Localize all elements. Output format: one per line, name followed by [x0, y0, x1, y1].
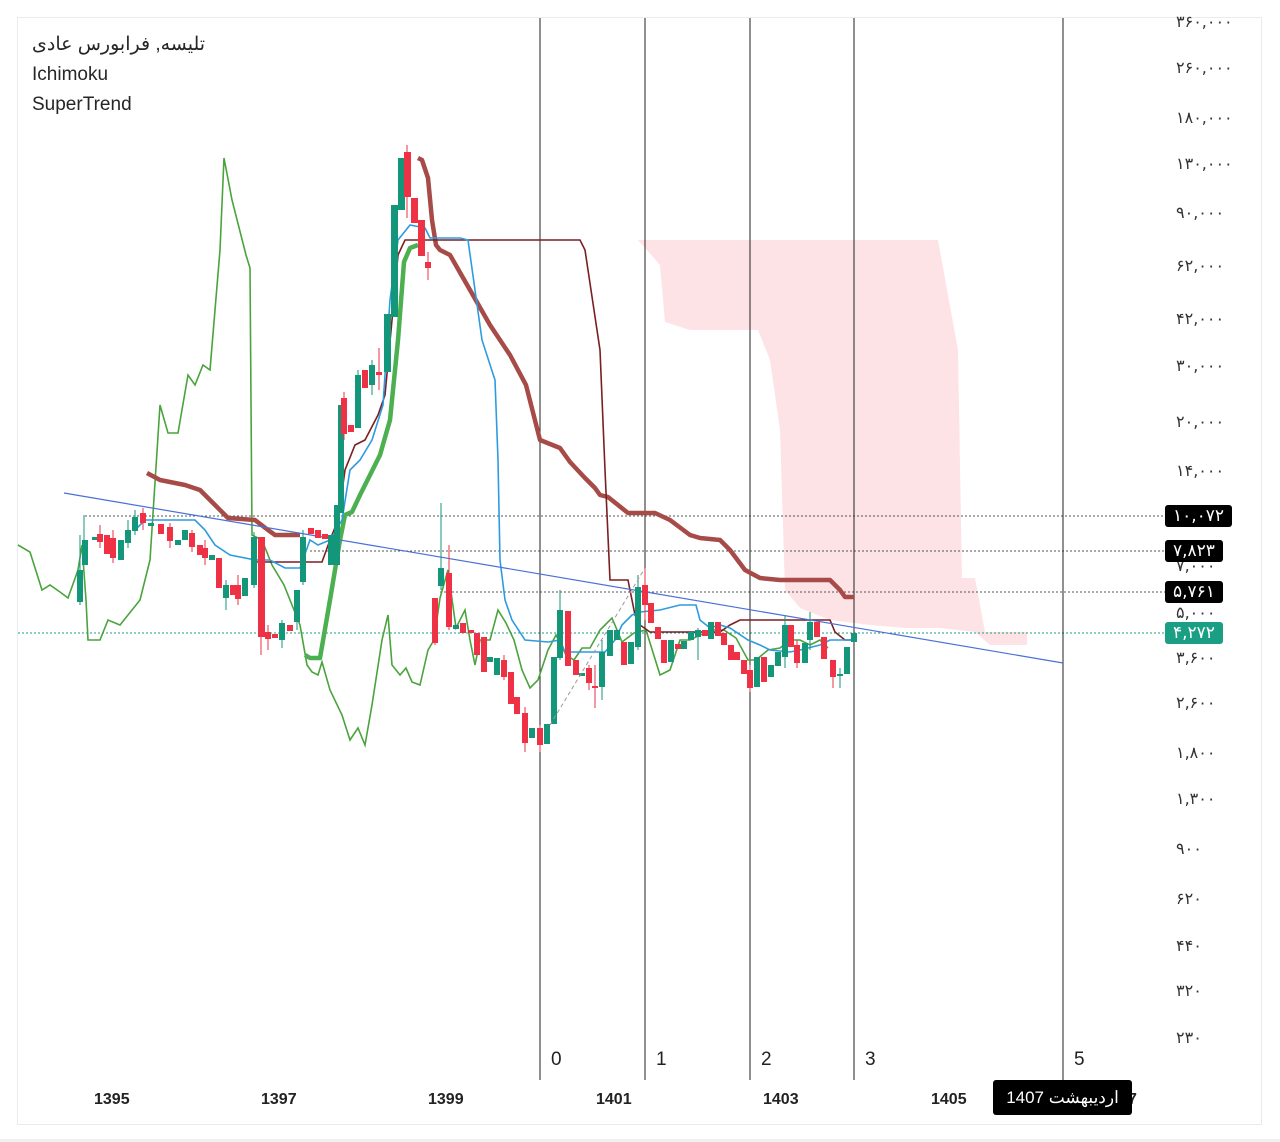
- y-tick: ۶۲,۰۰۰: [1176, 256, 1225, 275]
- trendline[interactable]: [63, 492, 1064, 664]
- y-tick: ۱۴,۰۰۰: [1176, 461, 1225, 480]
- fib-zone-label-3: 3: [865, 1049, 876, 1070]
- y-tick: ۹۰۰: [1176, 839, 1202, 858]
- y-tick: ۱,۳۰۰: [1176, 789, 1216, 808]
- y-tick: ۲,۶۰۰: [1176, 693, 1216, 712]
- y-tick: ۶۲۰: [1176, 889, 1202, 908]
- chart-panel[interactable]: [17, 17, 1262, 1125]
- x-tick: 1401: [596, 1091, 632, 1108]
- price-tag-level-2: ۷,۸۲۳: [1165, 540, 1223, 562]
- candlesticks: [77, 145, 857, 752]
- x-tick: 1397: [261, 1091, 297, 1108]
- y-tick: ۱,۸۰۰: [1176, 743, 1216, 762]
- y-tick: ۳۶۰,۰۰۰: [1176, 12, 1233, 31]
- fib-zone-label-5: 5: [1074, 1049, 1085, 1070]
- supertrend-down-segment-1: [145, 471, 300, 538]
- chart-legend: تلیسه, فرابورس عادی Ichimoku SuperTrend: [32, 30, 205, 120]
- legend-indicator-supertrend[interactable]: SuperTrend: [32, 94, 132, 115]
- x-tick: 1399: [428, 1091, 464, 1108]
- y-tick: ۲۰,۰۰۰: [1176, 412, 1225, 431]
- legend-symbol[interactable]: تلیسه, فرابورس عادی: [32, 34, 206, 55]
- x-tick: 1403: [763, 1091, 799, 1108]
- fib-dashed-trend: [549, 567, 646, 726]
- y-tick: ۱۳۰,۰۰۰: [1176, 154, 1233, 173]
- ichimoku-cloud: [638, 240, 1027, 645]
- y-tick: ۲۶۰,۰۰۰: [1176, 58, 1233, 77]
- y-tick: ۴۴۰: [1176, 936, 1202, 955]
- bottom-divider: [0, 1139, 1280, 1142]
- fib-zone-label-0: 0: [551, 1049, 562, 1070]
- y-tick: ۳۰,۰۰۰: [1176, 356, 1225, 375]
- price-tag-level-3: ۵,۷۶۱: [1165, 581, 1223, 603]
- ichimoku-kijun-line: [255, 239, 854, 641]
- supertrend-up-segment: [303, 242, 419, 661]
- y-tick: ۹۰,۰۰۰: [1176, 203, 1225, 222]
- fib-zone-label-2: 2: [761, 1049, 772, 1070]
- x-tick-partial: 7: [1128, 1091, 1137, 1108]
- price-tag-level-1: ۱۰,۰۷۲: [1165, 505, 1233, 527]
- fib-zone-label-1: 1: [656, 1049, 667, 1070]
- supertrend-down-segment-2: [416, 155, 854, 600]
- x-tick: 1405: [931, 1091, 967, 1108]
- crosshair-date-tooltip: اردیبهشت 1407: [993, 1080, 1132, 1115]
- y-tick: ۴۲,۰۰۰: [1176, 309, 1225, 328]
- y-tick: ۳,۶۰۰: [1176, 648, 1216, 667]
- x-tick: 1395: [94, 1091, 130, 1108]
- y-tick: ۳۲۰: [1176, 981, 1202, 1000]
- y-tick: ۱۸۰,۰۰۰: [1176, 108, 1233, 127]
- y-tick: ۲۳۰: [1176, 1028, 1202, 1047]
- price-tag-last-price: ۴,۲۷۲: [1165, 622, 1223, 644]
- y-tick: ۵,۰۰۰: [1176, 603, 1216, 622]
- ichimoku-chikou-span: [17, 157, 829, 748]
- legend-indicator-ichimoku[interactable]: Ichimoku: [32, 64, 109, 85]
